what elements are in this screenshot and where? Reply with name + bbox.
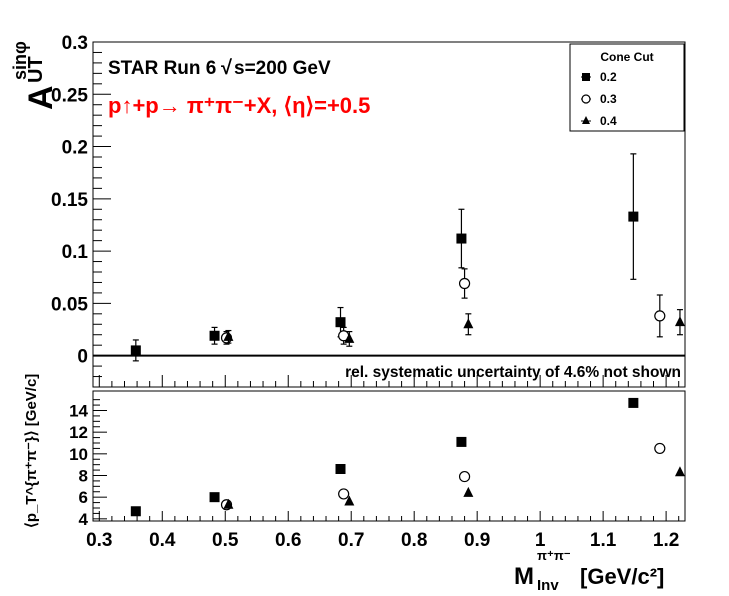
- legend-marker-square: [582, 73, 590, 81]
- bottom-point-circle: [338, 488, 350, 500]
- x-tick-label: 0.7: [338, 530, 364, 551]
- top-y-tick-label: 0.25: [51, 85, 88, 106]
- top-point-triangle: [463, 318, 474, 329]
- sqrt-sign: √: [221, 57, 233, 79]
- top-point-triangle: [344, 332, 355, 343]
- x-tick-label: 0.8: [401, 530, 427, 551]
- bottom-y-tick-label: 4: [79, 510, 89, 529]
- bottom-point-square: [456, 436, 467, 447]
- bottom-point-square: [335, 464, 346, 474]
- top-ylabel-sup: sinφ: [10, 41, 30, 80]
- top-point-triangle: [674, 316, 685, 327]
- x-tick-label: 1.1: [590, 530, 617, 551]
- legend-label: 0.3: [600, 92, 617, 106]
- annotation-syst: rel. systematic uncertainty of 4.6% not …: [345, 364, 681, 381]
- bottom-ylabel: ⟨p_T^{π⁺π⁻}⟩ [GeV/c]: [23, 374, 40, 528]
- bottom-point-circle: [458, 470, 471, 483]
- x-tick-label: 0.3: [86, 530, 112, 551]
- x-tick-label: 0.4: [149, 530, 176, 551]
- xlabel-sup: π⁺π⁻: [537, 548, 571, 563]
- bottom-y-tick-label: 10: [69, 445, 88, 464]
- bottom-y-tick-label: 14: [69, 402, 88, 421]
- bottom-y-tick-label: 6: [79, 488, 88, 507]
- top-point-triangle: [223, 330, 234, 341]
- top-point-square: [628, 211, 639, 222]
- top-y-tick-label: 0.15: [51, 190, 88, 211]
- top-y-tick-label: 0.05: [51, 294, 88, 315]
- bottom-point-square: [628, 397, 639, 408]
- top-ylabel-main: A: [22, 85, 60, 110]
- top-point-square: [456, 233, 467, 244]
- top-point-square: [335, 317, 346, 328]
- top-point-square: [130, 345, 141, 356]
- legend-box: [569, 43, 685, 132]
- top-point-square: [209, 330, 220, 341]
- bottom-point-triangle: [463, 486, 474, 497]
- bottom-marks: [130, 397, 685, 517]
- bottom-point-square: [130, 506, 141, 517]
- bottom-point-circle: [654, 442, 666, 455]
- xlabel-unit: [GeV/c²]: [580, 564, 664, 589]
- xlabel-sub: Inv: [537, 577, 559, 594]
- legend-marker-circle: [581, 94, 591, 104]
- top-ylabel-sub: UT: [25, 56, 47, 83]
- x-tick-label: 1.2: [653, 530, 679, 551]
- legend-label: 0.4: [600, 114, 617, 128]
- annotation-reaction: p↑+p→ π⁺π⁻+X, ⟨η⟩=+0.5: [108, 93, 370, 118]
- top-y-tick-label: 0.2: [62, 138, 88, 159]
- bottom-point-square: [209, 492, 220, 503]
- top-axes: 0 0.05 0.1 0.15 0.2 0.25 0.3: [51, 33, 685, 388]
- xlabel-main: M: [514, 563, 534, 590]
- top-y-tick-label: 0.1: [62, 242, 89, 263]
- bottom-y-tick-label: 12: [69, 423, 88, 442]
- bottom-axes: 0.3 0.4 0.5 0.6 0.7 0.8 0.9 1 1.1 1.2 4 6 8 10 12 14: [69, 399, 679, 551]
- annotation-run: STAR Run 6: [108, 58, 216, 79]
- bottom-point-triangle: [674, 466, 685, 477]
- x-tick-label: 0.9: [464, 530, 490, 551]
- bottom-point-triangle: [223, 498, 234, 509]
- top-marks: [130, 153, 685, 362]
- legend-label: 0.2: [600, 70, 617, 84]
- top-y-tick-label: 0: [77, 347, 88, 368]
- legend-entries: 0.2 0.3 0.4: [581, 70, 617, 128]
- top-point-circle: [458, 277, 471, 290]
- legend-marker-triangle: [582, 116, 590, 124]
- bottom-point-triangle: [344, 495, 355, 506]
- x-tick-label: 1: [535, 530, 546, 551]
- legend-title: Cone Cut: [600, 50, 653, 64]
- x-tick-label: 0.6: [275, 530, 301, 551]
- annotation-energy: s=200 GeV: [234, 58, 331, 79]
- x-tick-label: 0.5: [212, 530, 239, 551]
- bottom-y-tick-label: 8: [79, 467, 88, 486]
- bottom-plot-frame: [92, 390, 686, 522]
- top-point-circle: [654, 310, 666, 322]
- top-y-tick-label: 0.3: [62, 33, 88, 54]
